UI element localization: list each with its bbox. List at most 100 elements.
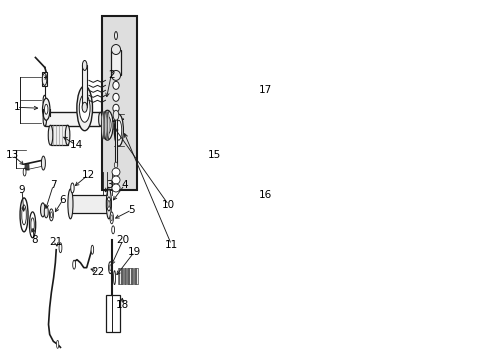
Bar — [102, 15, 137, 190]
Text: 19: 19 — [127, 247, 141, 257]
Bar — [121, 268, 122, 284]
Text: 21: 21 — [49, 237, 62, 247]
Ellipse shape — [106, 189, 111, 219]
Text: 2: 2 — [108, 71, 114, 80]
Bar — [118, 268, 119, 284]
Bar — [45, 112, 100, 126]
Text: 20: 20 — [116, 235, 129, 245]
Bar — [133, 268, 135, 284]
Ellipse shape — [102, 111, 103, 139]
Ellipse shape — [50, 212, 52, 218]
Bar — [123, 268, 124, 284]
Ellipse shape — [79, 94, 90, 122]
Ellipse shape — [114, 114, 123, 146]
Ellipse shape — [57, 340, 59, 348]
Ellipse shape — [41, 203, 45, 217]
Ellipse shape — [103, 111, 104, 139]
Ellipse shape — [109, 265, 111, 271]
Text: 3: 3 — [106, 180, 113, 190]
Ellipse shape — [108, 201, 110, 207]
Ellipse shape — [44, 104, 48, 114]
Ellipse shape — [68, 189, 73, 219]
Ellipse shape — [111, 226, 114, 234]
Ellipse shape — [114, 162, 118, 168]
Bar — [114, 115, 117, 165]
Ellipse shape — [116, 120, 122, 140]
Ellipse shape — [91, 245, 94, 254]
Ellipse shape — [99, 112, 102, 126]
Text: 7: 7 — [50, 180, 57, 190]
Bar — [111, 50, 121, 75]
Ellipse shape — [113, 110, 119, 120]
Ellipse shape — [112, 176, 120, 184]
Ellipse shape — [111, 71, 121, 80]
Text: 1: 1 — [13, 102, 20, 112]
Bar — [106, 294, 120, 332]
Ellipse shape — [114, 32, 117, 40]
Bar — [42, 72, 47, 86]
Ellipse shape — [22, 205, 26, 225]
Ellipse shape — [110, 212, 113, 224]
Ellipse shape — [82, 60, 87, 71]
Ellipse shape — [111, 45, 121, 54]
Bar — [129, 268, 130, 284]
Ellipse shape — [112, 168, 120, 176]
Ellipse shape — [42, 98, 50, 120]
Ellipse shape — [73, 260, 76, 269]
Ellipse shape — [29, 212, 36, 238]
Ellipse shape — [43, 95, 46, 105]
Text: 22: 22 — [91, 267, 104, 276]
Ellipse shape — [113, 93, 119, 101]
Text: 10: 10 — [162, 200, 175, 210]
Text: 15: 15 — [208, 150, 221, 160]
Ellipse shape — [113, 104, 119, 112]
Text: 4: 4 — [121, 180, 127, 190]
Bar — [128, 268, 129, 284]
Text: 18: 18 — [115, 300, 129, 310]
Text: 12: 12 — [81, 170, 95, 180]
Ellipse shape — [107, 197, 111, 211]
Ellipse shape — [71, 183, 74, 193]
Bar — [70, 195, 109, 213]
Ellipse shape — [42, 73, 47, 85]
Ellipse shape — [20, 198, 28, 232]
Ellipse shape — [65, 125, 70, 145]
Text: 14: 14 — [69, 140, 82, 150]
Ellipse shape — [49, 209, 53, 221]
Bar — [130, 268, 132, 284]
Ellipse shape — [43, 112, 46, 126]
Text: 8: 8 — [31, 235, 38, 245]
Text: 6: 6 — [60, 195, 66, 205]
Ellipse shape — [106, 111, 107, 139]
Bar — [82, 66, 87, 107]
Ellipse shape — [112, 184, 120, 192]
Ellipse shape — [102, 110, 113, 140]
Text: 16: 16 — [258, 190, 271, 200]
Bar — [125, 268, 126, 284]
Ellipse shape — [77, 86, 92, 131]
Text: 13: 13 — [6, 150, 19, 160]
Ellipse shape — [23, 168, 26, 176]
Text: 17: 17 — [258, 85, 271, 95]
Bar — [136, 268, 137, 284]
Bar — [122, 268, 123, 284]
Bar — [132, 268, 133, 284]
Ellipse shape — [59, 243, 62, 253]
Ellipse shape — [48, 125, 53, 145]
Ellipse shape — [107, 111, 109, 139]
Bar — [119, 268, 121, 284]
Ellipse shape — [113, 81, 119, 89]
Ellipse shape — [113, 271, 115, 285]
Ellipse shape — [44, 206, 48, 218]
Bar — [135, 268, 136, 284]
Text: 9: 9 — [19, 185, 25, 195]
Text: 11: 11 — [164, 240, 178, 250]
Ellipse shape — [82, 102, 87, 112]
Ellipse shape — [41, 156, 45, 170]
Ellipse shape — [108, 262, 112, 274]
Ellipse shape — [111, 215, 112, 221]
Ellipse shape — [31, 218, 34, 232]
Ellipse shape — [103, 116, 111, 134]
Ellipse shape — [104, 111, 106, 139]
Bar — [50, 125, 67, 145]
